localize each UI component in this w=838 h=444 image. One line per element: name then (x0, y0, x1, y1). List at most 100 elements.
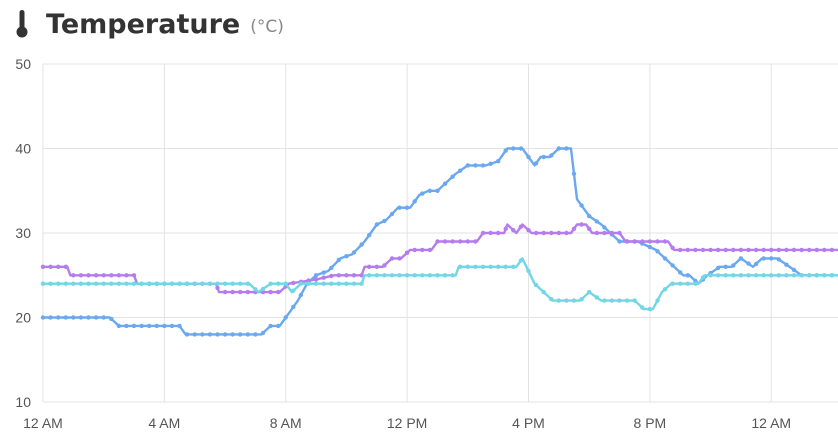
data-point (571, 298, 577, 303)
data-point (298, 292, 304, 298)
data-point (579, 203, 584, 208)
data-point (587, 226, 592, 231)
data-point (533, 161, 539, 166)
data-point (715, 247, 721, 253)
data-point (670, 245, 675, 250)
data-point (40, 315, 46, 320)
data-point (511, 228, 516, 233)
data-point (776, 273, 781, 278)
data-point (549, 230, 554, 236)
data-point (685, 247, 690, 253)
data-point (662, 256, 668, 261)
data-point (336, 273, 341, 278)
data-point (496, 159, 501, 164)
data-point (404, 273, 410, 278)
y-tick-label: 50 (15, 56, 31, 72)
data-point (556, 146, 561, 151)
data-point (556, 298, 561, 303)
data-point (268, 281, 273, 286)
data-point (154, 323, 159, 329)
data-point (503, 226, 508, 231)
data-point (306, 281, 311, 286)
data-point (222, 332, 228, 337)
data-point (329, 273, 334, 279)
data-point (101, 273, 106, 278)
data-point (799, 273, 804, 278)
data-point (617, 230, 622, 236)
data-point (731, 273, 736, 278)
data-point (253, 287, 258, 292)
data-point (404, 205, 410, 210)
data-point (715, 273, 721, 278)
data-point (723, 264, 728, 269)
data-point (139, 281, 144, 286)
data-point (184, 332, 190, 337)
data-point (367, 232, 372, 238)
data-point (807, 273, 812, 278)
data-point (177, 281, 182, 286)
data-point (435, 188, 440, 193)
data-point (450, 174, 455, 179)
data-point (238, 289, 243, 295)
data-point (238, 281, 243, 286)
data-point (564, 230, 569, 236)
data-point (632, 239, 637, 244)
data-point (63, 315, 68, 320)
data-point (245, 289, 250, 295)
data-point (761, 256, 766, 261)
data-point (769, 273, 774, 278)
data-point (564, 146, 569, 151)
data-point (40, 281, 46, 286)
data-point (458, 264, 463, 269)
data-point (769, 256, 774, 261)
data-point (215, 285, 220, 291)
data-point (571, 226, 577, 231)
x-tick-label: 12 AM (751, 415, 791, 431)
data-point (78, 315, 84, 320)
data-point (321, 275, 326, 280)
data-point (268, 323, 273, 329)
x-tick-label: 4 PM (512, 415, 545, 431)
data-point (488, 161, 493, 166)
data-point (579, 297, 584, 302)
data-point (200, 281, 205, 286)
data-point (776, 247, 781, 253)
data-point (276, 323, 281, 329)
data-point (389, 211, 395, 217)
thermometer-icon (16, 10, 28, 38)
data-point (427, 273, 433, 278)
data-point (518, 258, 524, 263)
data-point (412, 247, 417, 253)
data-point (526, 154, 531, 160)
data-point (367, 273, 372, 278)
data-point (533, 282, 539, 288)
data-point (93, 315, 99, 320)
data-point (518, 146, 524, 151)
data-point (207, 332, 213, 337)
data-point (412, 199, 417, 204)
data-point (738, 247, 744, 253)
chart-header: Temperature (°C) (12, 4, 284, 44)
data-point (291, 288, 296, 293)
data-point (147, 323, 152, 329)
data-point (374, 273, 379, 278)
data-point (245, 281, 250, 286)
data-point (420, 273, 425, 278)
data-point (632, 298, 637, 303)
data-point (769, 247, 774, 253)
data-point (761, 273, 766, 278)
data-point (442, 239, 448, 244)
data-point (109, 273, 114, 278)
data-point (753, 273, 759, 278)
data-point (71, 315, 76, 320)
data-point (78, 273, 84, 278)
data-point (579, 222, 584, 227)
data-point (359, 242, 364, 247)
data-point (116, 323, 122, 329)
data-point (647, 306, 653, 312)
data-point (450, 239, 455, 244)
data-point (761, 247, 766, 253)
data-point (518, 224, 524, 229)
data-point (124, 281, 129, 286)
data-point (496, 230, 501, 236)
